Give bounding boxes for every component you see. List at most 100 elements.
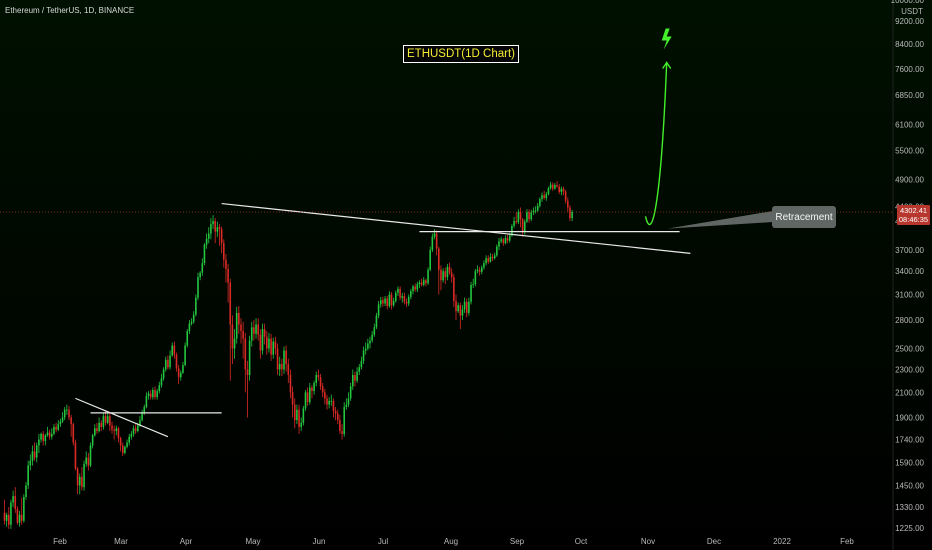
candles-layer [3,180,573,529]
y-tick-label: 9200.00 [895,17,924,26]
candle [513,216,515,228]
candle [12,490,14,508]
candle [119,436,122,452]
y-tick-label: 2800.00 [895,316,924,325]
candle [147,391,150,400]
candle [558,183,560,195]
candle [235,306,238,344]
candle [455,294,457,321]
lightning-icon [661,28,672,50]
candle [551,182,554,191]
candle [369,336,371,349]
candle [158,381,161,394]
candle [487,255,490,264]
candle [291,386,294,418]
candle [493,252,496,260]
candle [192,311,195,324]
candle [334,407,337,421]
candle [554,182,556,190]
candle [412,284,414,295]
candle [287,358,290,383]
candle [517,209,520,225]
candle [349,382,352,401]
candle [300,417,302,432]
y-tick-label: 7600.00 [895,65,924,74]
x-tick-label: Aug [444,537,458,546]
y-tick-label: 6850.00 [895,91,924,100]
candle [31,445,34,466]
y-tick-label: 1225.00 [895,524,924,533]
candle [40,432,42,443]
candle [274,336,277,355]
candle [530,209,533,222]
candle [324,388,326,405]
candle [199,271,201,281]
candle [343,402,345,437]
candle [152,387,154,400]
candle [244,332,247,393]
candle [556,180,558,188]
trendline[interactable] [221,202,691,254]
candle [160,373,163,388]
candle [203,243,206,266]
y-tick-label: 8400.00 [895,40,924,49]
y-tick-label: 5500.00 [895,146,924,155]
candle [403,292,406,305]
candle [81,467,83,491]
candle [450,268,453,283]
candle [375,312,378,330]
candle [472,278,474,289]
candle [377,300,380,319]
candle [491,254,494,262]
candle [414,283,416,292]
candle [504,235,507,245]
candle [190,318,193,326]
candle [98,417,100,433]
candle [27,460,29,489]
candle [61,412,64,423]
candle [272,337,275,359]
candle [560,186,563,196]
candle [399,286,401,301]
candle [476,265,479,274]
candle [367,338,369,351]
candle [347,392,350,408]
candle [485,255,487,266]
candle [25,481,27,500]
trendline[interactable] [75,397,169,438]
candle [528,209,530,223]
candle [330,394,333,406]
candle [270,333,272,361]
candle [392,297,395,307]
trendlines-layer [0,28,893,438]
candle [457,302,459,313]
candle [205,233,208,249]
candle [328,397,330,409]
candle [410,288,412,300]
candle [326,394,328,410]
candle [564,189,567,204]
candle [177,365,180,385]
candle [250,321,253,347]
candle [257,318,259,341]
candle [91,433,94,449]
projection-curve[interactable] [644,62,668,226]
candle [78,473,81,495]
y-tick-label: 10000.00 [891,0,925,5]
candle [261,323,264,355]
y-tick-label: 2500.00 [895,344,924,353]
candle [352,369,354,390]
candle [339,414,341,434]
candle [268,332,270,353]
candle [463,297,466,313]
candle [76,467,79,495]
candle [500,236,502,244]
candle [332,398,335,418]
candle [420,278,423,287]
candle [433,229,436,240]
candle [283,346,285,374]
candle [5,512,8,527]
y-tick-label: 2100.00 [895,388,924,397]
callout-pointer [667,211,773,229]
